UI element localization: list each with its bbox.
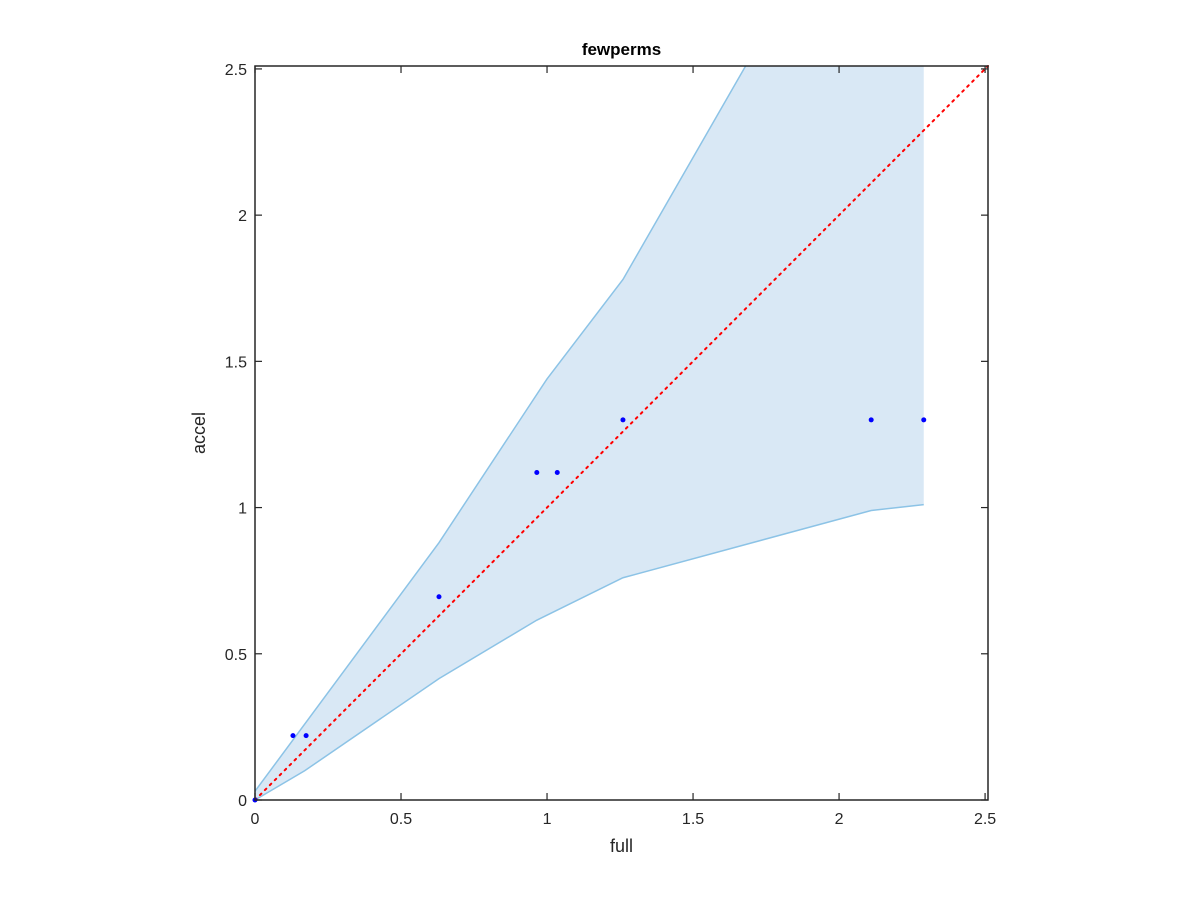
y-tick-label-4: 2 (238, 208, 247, 225)
x-tick-label-2: 1 (543, 811, 552, 828)
y-tick-label-0: 0 (238, 793, 247, 810)
plot-area (252, 65, 989, 803)
chart-title: fewperms (582, 40, 661, 59)
x-axis-label: full (610, 836, 633, 856)
band-upper-edge (254, 65, 747, 792)
identity-reference-line (254, 65, 989, 801)
x-tick-label-5: 2.5 (974, 811, 996, 828)
x-axis-ticks: 0 0.5 1 1.5 2 2.5 (251, 66, 996, 828)
data-points (252, 417, 927, 803)
y-tick-label-3: 1.5 (225, 354, 247, 371)
data-point-6 (620, 417, 626, 423)
y-axis-ticks: 0 0.5 1 1.5 2 2.5 (225, 62, 988, 810)
data-point-2 (303, 733, 309, 739)
y-axis-label: accel (189, 412, 209, 454)
x-tick-label-1: 0.5 (390, 811, 412, 828)
data-point-1 (290, 733, 296, 739)
y-tick-label-5: 2.5 (225, 62, 247, 79)
y-tick-label-2: 1 (238, 501, 247, 518)
data-point-5 (554, 469, 560, 475)
data-point-4 (534, 469, 540, 475)
confidence-band (255, 66, 924, 800)
axes-box (254, 65, 989, 801)
data-point-7 (868, 417, 874, 423)
y-tick-label-1: 0.5 (225, 647, 247, 664)
data-point-8 (921, 417, 927, 423)
band-lower-edge (254, 503, 924, 801)
data-point-3 (436, 594, 442, 600)
x-tick-label-0: 0 (251, 811, 260, 828)
x-tick-label-3: 1.5 (682, 811, 704, 828)
x-tick-label-4: 2 (835, 811, 844, 828)
